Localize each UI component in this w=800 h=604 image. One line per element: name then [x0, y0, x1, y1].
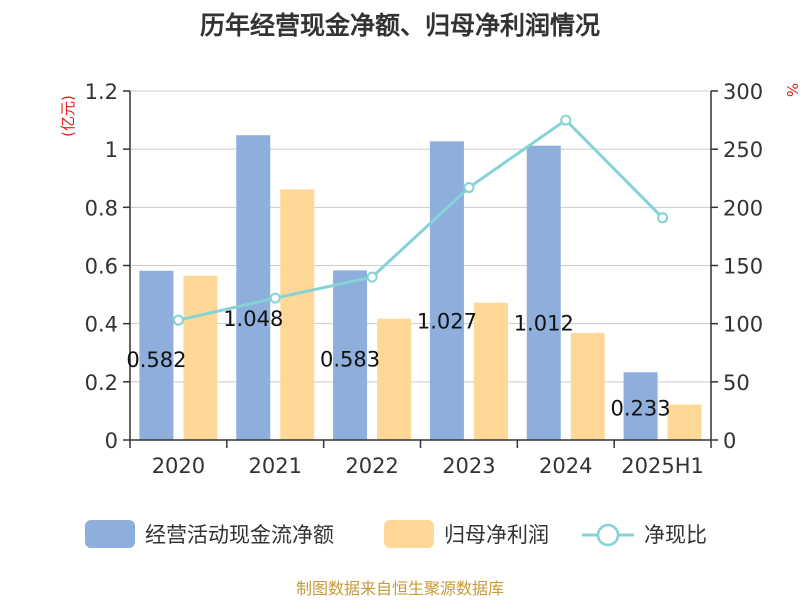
bar-operating-cash-flow — [429, 141, 464, 441]
x-tick-label: 2021 — [249, 454, 302, 478]
data-label-operating-cash-flow: 1.027 — [417, 310, 477, 334]
x-tick-label: 2025H1 — [621, 454, 704, 478]
data-label-operating-cash-flow: 1.012 — [514, 311, 574, 335]
legend-label-cash-ratio: 净现比 — [644, 523, 707, 547]
bar-net-profit — [570, 332, 605, 440]
data-labels: 0.582 1.048 0.583 1.027 1.012 0.233 — [126, 307, 670, 420]
y-right-tick-label: 300 — [723, 80, 763, 104]
data-label-operating-cash-flow: 0.582 — [126, 348, 186, 372]
x-tick-label: 2020 — [152, 454, 205, 478]
bar-operating-cash-flow — [526, 145, 561, 440]
point-cash-ratio — [463, 182, 475, 194]
data-label-operating-cash-flow: 0.583 — [320, 348, 380, 372]
y-right-tick-label: 250 — [723, 138, 763, 162]
data-label-operating-cash-flow: 0.233 — [611, 396, 671, 420]
y-right-axis-label: % — [783, 83, 800, 97]
legend-label-operating-cash-flow: 经营活动现金流净额 — [145, 523, 334, 547]
y-left-tick-label: 1 — [105, 138, 118, 162]
legend-swatch-net-profit — [384, 520, 434, 548]
point-cash-ratio — [172, 314, 184, 326]
point-cash-ratio — [269, 292, 281, 304]
line-series — [172, 114, 669, 326]
legend-label-net-profit: 归母净利润 — [444, 523, 549, 547]
y-left-tick-label: 0.6 — [85, 255, 118, 279]
point-cash-ratio — [560, 114, 572, 126]
line-cash-ratio — [178, 118, 664, 322]
bar-operating-cash-flow — [623, 372, 658, 440]
y-right-tick-label: 200 — [723, 196, 763, 220]
y-right-tick-label: 150 — [723, 255, 763, 279]
y-right-tick-label: 100 — [723, 313, 763, 337]
y-right-tick-label: 50 — [723, 371, 750, 395]
legend-swatch-operating-cash-flow — [85, 520, 135, 548]
y-left-tick-label: 0.8 — [85, 196, 118, 220]
legend: 经营活动现金流净额 归母净利润 净现比 — [85, 520, 707, 548]
bar-net-profit — [667, 404, 702, 440]
y-left-axis-label: (亿元) — [59, 95, 77, 137]
bar-operating-cash-flow — [139, 270, 174, 440]
bar-operating-cash-flow — [333, 270, 368, 440]
bar-net-profit — [377, 318, 412, 440]
x-tick-label: 2023 — [442, 454, 495, 478]
x-tick-label: 2022 — [345, 454, 398, 478]
bar-operating-cash-flow — [236, 135, 271, 440]
y-left-tick-label: 1.2 — [85, 80, 118, 104]
chart-title: 历年经营现金净额、归母净利润情况 — [200, 11, 600, 40]
bars — [139, 135, 702, 441]
bar-net-profit — [473, 302, 508, 440]
y-right-tick-label: 0 — [723, 429, 736, 453]
legend-marker-cash-ratio — [596, 523, 620, 547]
bar-net-profit — [280, 189, 315, 440]
y-left-tick-label: 0.4 — [85, 313, 118, 337]
point-cash-ratio — [657, 212, 669, 224]
grid — [130, 90, 711, 383]
bar-net-profit — [183, 275, 218, 440]
axes: 0 0.2 0.4 0.6 0.8 1 1.2 0 50 100 150 200 250 300 2020 2… — [85, 80, 764, 478]
x-tick-label: 2024 — [539, 454, 592, 478]
y-left-tick-label: 0 — [105, 429, 118, 453]
data-label-operating-cash-flow: 1.048 — [223, 307, 283, 331]
source-note: 制图数据来自恒生聚源数据库 — [296, 579, 504, 598]
point-cash-ratio — [366, 271, 378, 283]
y-left-tick-label: 0.2 — [85, 371, 118, 395]
